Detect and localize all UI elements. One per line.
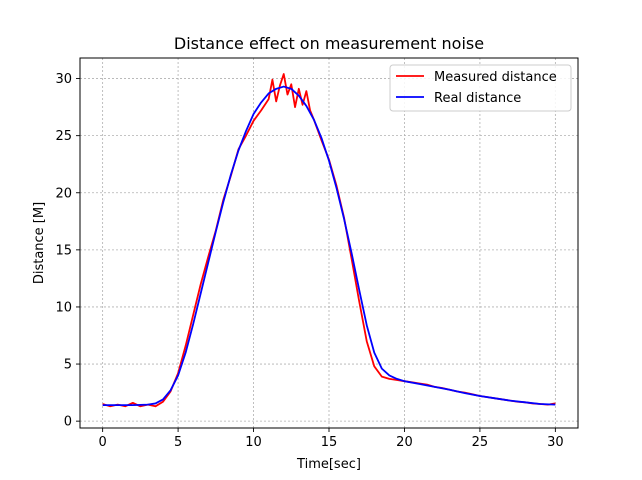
x-tick-label: 5 xyxy=(174,435,182,450)
ticks: 0 5 10 15 20 25 30 0 5 10 15 20 25 30 xyxy=(55,72,563,450)
y-tick-label: 20 xyxy=(55,186,72,201)
y-tick-label: 15 xyxy=(55,243,72,258)
real-distance-line xyxy=(102,85,556,407)
x-tick-label: 0 xyxy=(98,435,106,450)
x-axis-label: Time[sec] xyxy=(296,457,361,472)
y-tick-label: 0 xyxy=(64,415,72,430)
x-tick-label: 30 xyxy=(547,435,564,450)
y-tick-label: 5 xyxy=(64,358,72,373)
y-tick-label: 25 xyxy=(55,129,72,144)
legend-label-measured: Measured distance xyxy=(434,70,557,85)
chart-title: Distance effect on measurement noise xyxy=(174,34,484,53)
x-tick-label: 10 xyxy=(245,435,262,450)
x-tick-label: 15 xyxy=(321,435,338,450)
legend-box xyxy=(389,64,572,112)
y-tick-label: 10 xyxy=(55,300,72,315)
legend: Measured distance Real distance xyxy=(389,64,572,112)
legend-label-real: Real distance xyxy=(434,91,521,106)
y-tick-label: 30 xyxy=(55,72,72,87)
grid xyxy=(80,58,578,428)
series-layer xyxy=(102,73,556,408)
x-tick-label: 25 xyxy=(472,435,489,450)
x-tick-label: 20 xyxy=(396,435,413,450)
y-axis-label: Distance [M] xyxy=(32,202,47,284)
